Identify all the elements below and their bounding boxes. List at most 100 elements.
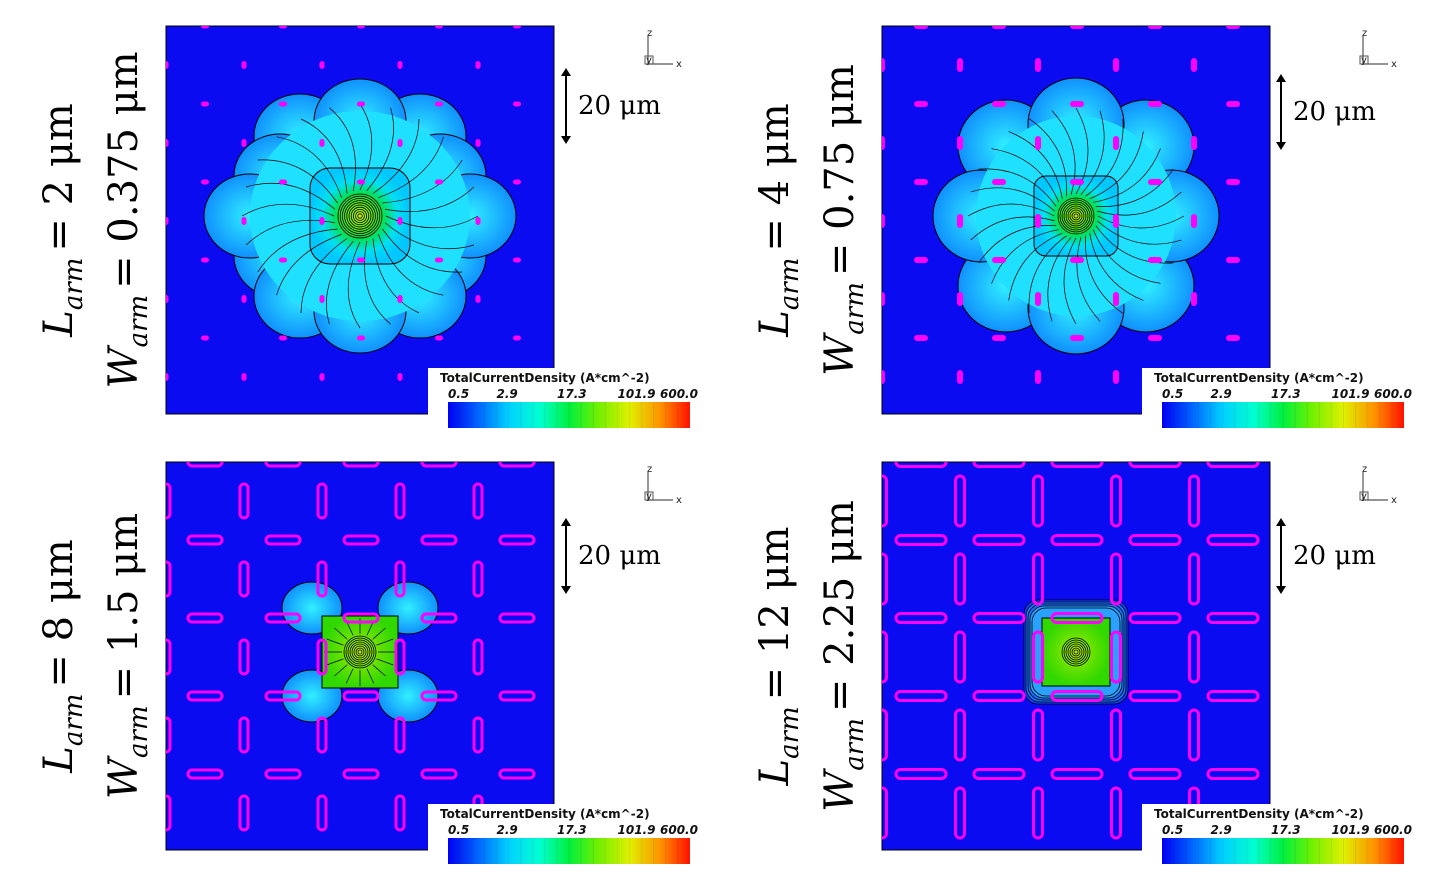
l-symbol: L [752,759,798,787]
contour-line [378,136,444,198]
contact-bar [201,335,209,341]
contact-bar [954,708,966,762]
w-symbol: W [101,345,147,389]
contact-bar [241,295,247,303]
contact-bar [1191,136,1197,150]
contact-bar [264,690,302,702]
axis-y-label: y [1361,55,1367,66]
contour-line [334,664,348,677]
l-arm-label: Larm = 2 μm [36,103,89,337]
contact-bar [357,179,365,185]
contact-bar [435,335,443,341]
contact-bar [186,462,224,468]
contour-line [1028,118,1067,197]
l-subscript: arm [775,258,805,311]
contact-bar [1206,690,1260,702]
axis-y-box [1359,491,1369,501]
contour-line [1071,647,1081,657]
contact-bar [238,482,250,520]
contact-bar [394,638,406,676]
contour-line [352,208,367,223]
contour-line [1097,215,1185,229]
contact-bar [1188,708,1200,762]
l-subscript: arm [59,258,89,311]
contact-bar [1110,474,1122,528]
scale-bar-arrow-down [1276,586,1286,594]
contour-line [355,211,365,221]
scale-bar-label: 20 μm [1293,541,1376,571]
contour-line [349,641,371,663]
contact-bar [397,295,403,303]
contact-bar [1128,768,1182,780]
contour-line [978,168,1057,207]
contact-bar [397,61,403,69]
contour-line [326,638,344,646]
contact-bar [992,335,1006,341]
contour-line [1097,191,1182,216]
contour-line [1047,237,1072,322]
contact-bar [186,534,224,546]
contact-bar [201,257,209,263]
contact-bar [316,794,328,832]
contour-line [348,204,372,228]
contact-bar [1035,214,1041,228]
contact-bar [394,482,406,520]
contact-bar [238,560,250,598]
contact-bar [394,716,406,754]
contact-bar [894,768,948,780]
contact-bar [342,462,380,468]
contour-line [366,107,394,192]
l-value: = 4 μm [752,103,798,251]
contour-line [1051,110,1076,195]
colorbar-tick: 600.0 [1374,823,1412,837]
contact-bar [472,482,484,520]
contour-line [1075,107,1089,195]
contact-bar [1110,786,1122,840]
field-core [1033,175,1119,257]
contact-bar [894,534,948,546]
contact-bar [472,716,484,754]
contact-bar [279,335,287,341]
contact-bar [1226,335,1240,341]
contact-bar [882,370,885,384]
contact-bar [1035,58,1041,72]
w-value: = 0.75 μm [817,64,863,276]
contact-bar [1188,474,1200,528]
contact-bar [1226,101,1240,107]
w-value: = 2.25 μm [817,500,863,712]
contour-line [353,645,367,659]
contour-line [1092,229,1161,284]
contour-line [385,215,479,229]
colorbar-tick: 0.5 [448,387,469,401]
contact-bar [882,786,888,840]
w-arm-text: Warm = 0.375 μm [101,51,154,388]
contact-bar [420,612,458,624]
contact-bar [1110,708,1122,762]
w-symbol: W [817,332,863,376]
contour-line [347,639,373,665]
contact-bar [166,560,172,598]
contact-bar [992,179,1006,185]
contour-line [1069,645,1083,659]
contact-bar [1070,179,1084,185]
contour-line [1063,237,1077,325]
contact-bar [882,708,888,762]
l-arm-label: Larm = 8 μm [36,539,89,773]
contact-bar [279,26,287,29]
contour-line [1061,201,1091,231]
l-symbol: L [36,746,82,774]
contact-bar [1113,214,1119,228]
contact-bar [238,638,250,676]
contour-line [350,206,370,226]
axis-x-label: x [676,59,682,70]
contact-bar [241,217,247,225]
contact-bar [498,690,536,702]
contact-bar [342,612,380,624]
contour-line [1080,110,1105,195]
colorbar-tick: 2.9 [497,387,518,401]
contact-bar [319,373,325,381]
contour-line [1097,220,1182,245]
contact-bar [1226,179,1240,185]
colorbar-gradient [448,838,690,864]
contact-bar [882,58,885,72]
